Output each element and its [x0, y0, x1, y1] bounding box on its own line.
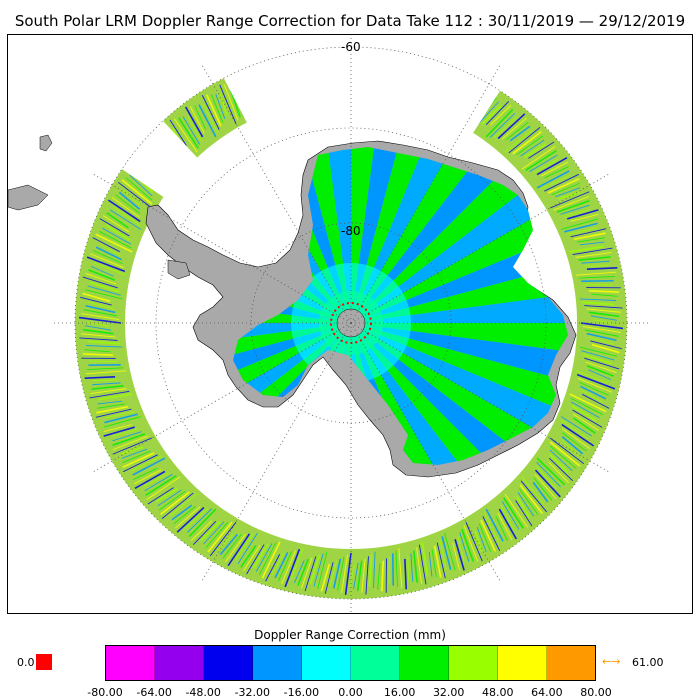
colorbar-tick-label: -16.00 — [283, 686, 320, 699]
colorbar-tick-label: -32.00 — [234, 686, 271, 699]
colorbar-tick-label: 16.00 — [383, 686, 416, 699]
below-range-label: 0.0 — [17, 656, 35, 669]
colorbar-title: Doppler Range Correction (mm) — [254, 628, 446, 642]
island — [167, 259, 191, 280]
map-frame: -60 -80 — [7, 34, 693, 614]
colorbar-tick-label: 32.00 — [432, 686, 465, 699]
colorbar-segment — [155, 646, 204, 680]
lat-label-80: -80 — [341, 224, 361, 238]
colorbar-tick-label: -80.00 — [87, 686, 123, 699]
colorbar-segment — [253, 646, 302, 680]
colorbar-tick-label: 64.00 — [531, 686, 563, 699]
colorbar-segment — [498, 646, 547, 680]
colorbar-segment — [351, 646, 400, 680]
above-range-label: 61.00 — [632, 656, 664, 669]
colorbar-tick-label: 48.00 — [482, 686, 514, 699]
colorbar-segment — [302, 646, 351, 680]
colorbar-segment — [449, 646, 498, 680]
colorbar-tick-label: -64.00 — [136, 686, 172, 699]
colorbar-tick-label: -48.00 — [185, 686, 221, 699]
colorbar-segment — [547, 646, 595, 680]
polar-map: -60 -80 — [8, 35, 651, 613]
colorbar-tick-label: 0.00 — [338, 686, 363, 699]
below-range-swatch — [36, 654, 52, 670]
colorbar-segment — [400, 646, 449, 680]
graticule — [51, 35, 651, 613]
map-title: South Polar LRM Doppler Range Correction… — [14, 12, 686, 30]
colorbar-tick-label: 80.00 — [580, 686, 612, 699]
colorbar — [105, 645, 596, 681]
colorbar-segment — [204, 646, 253, 680]
lat-label-60: -60 — [341, 40, 361, 54]
island — [39, 134, 53, 152]
south-america-tip — [8, 184, 49, 211]
colorbar-segment — [106, 646, 155, 680]
above-range-arrow-icon: ←→ — [602, 655, 621, 668]
